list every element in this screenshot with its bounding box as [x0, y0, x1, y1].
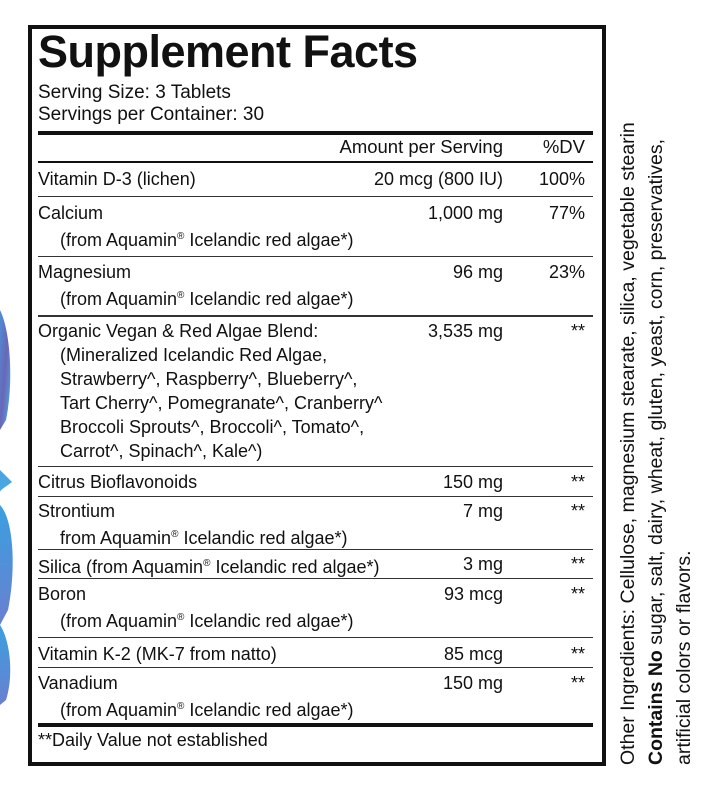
nutrient-dv: **	[570, 501, 585, 521]
nutrient-label: Strontium	[38, 501, 116, 521]
dv-column-header: %DV	[542, 136, 585, 157]
thick-divider	[38, 131, 593, 135]
nutrient-name: Strontium from Aquamin® Icelandic red alg…	[38, 499, 593, 550]
leaf-shape	[0, 625, 11, 705]
nutrient-label: Boron	[38, 584, 87, 604]
nutrient-dv: **	[570, 554, 585, 574]
row-divider	[38, 578, 593, 579]
nutrient-row: Citrus Bioflavonoids 150 mg **	[38, 470, 593, 494]
nutrient-name: Organic Vegan & Red Algae Blend: (Mineral…	[38, 319, 593, 463]
nutrient-source: (Mineralized Icelandic Red Algae,	[60, 345, 328, 365]
row-divider	[38, 256, 593, 257]
nutrient-label: Citrus Bioflavonoids	[38, 472, 198, 492]
nutrient-amount: 20 mcg (800 IU)	[373, 169, 503, 189]
row-divider	[38, 466, 593, 467]
nutrient-row: Vitamin K-2 (MK-7 from natto) 85 mcg **	[38, 642, 593, 666]
row-divider	[38, 196, 593, 197]
nutrient-label: Silica (from Aquamin® Icelandic red alga…	[38, 557, 380, 577]
nutrient-dv: **	[570, 644, 585, 664]
nutrient-row: Boron (from Aquamin® Icelandic red algae*…	[38, 582, 593, 633]
leaf-shape	[0, 310, 11, 430]
nutrient-dv: **	[570, 321, 585, 341]
nutrient-name: Vitamin K-2 (MK-7 from natto)	[38, 642, 593, 666]
footnote: **Daily Value not established	[38, 730, 268, 750]
nutrient-row: Silica (from Aquamin® Icelandic red alga…	[38, 552, 593, 579]
row-divider	[38, 667, 593, 668]
panel-title: Supplement Facts	[38, 26, 418, 77]
nutrient-row: Vanadium (from Aquamin® Icelandic red alg…	[38, 671, 593, 722]
contains-no-label: Contains No	[645, 650, 667, 765]
nutrient-label: Vanadium	[38, 673, 118, 693]
other-ingredients: Other Ingredients: Cellulose, magnesium …	[617, 122, 639, 765]
nutrient-dv: 100%	[538, 169, 585, 189]
nutrient-source: (from Aquamin® Icelandic red algae*)	[60, 611, 354, 631]
nutrient-name: Boron (from Aquamin® Icelandic red algae*…	[38, 582, 593, 633]
side-ingredients-text: Other Ingredients: Cellulose, magnesium …	[614, 20, 698, 765]
nutrient-name: Vanadium (from Aquamin® Icelandic red alg…	[38, 671, 593, 722]
nutrient-dv: **	[570, 472, 585, 492]
nutrient-label: Organic Vegan & Red Algae Blend:	[38, 321, 319, 341]
leaf-shape	[0, 470, 12, 492]
nutrient-row: Calcium (from Aquamin® Icelandic red alga…	[38, 201, 593, 252]
servings-per-container: Servings per Container: 30	[38, 104, 265, 125]
nutrient-name: Calcium (from Aquamin® Icelandic red alga…	[38, 201, 593, 252]
nutrient-amount: 1,000 mg	[427, 203, 503, 223]
contains-no: Contains No sugar, salt, dairy, wheat, g…	[642, 20, 670, 765]
nutrient-amount: 93 mcg	[443, 584, 503, 604]
amount-column-header: Amount per Serving	[339, 136, 503, 157]
nutrient-dv: **	[570, 584, 585, 604]
serving-size: Serving Size: 3 Tablets	[38, 82, 231, 103]
nutrient-row: Strontium from Aquamin® Icelandic red alg…	[38, 499, 593, 550]
nutrient-label: Calcium	[38, 203, 104, 223]
nutrient-dv: 77%	[548, 203, 585, 223]
nutrient-amount: 7 mg	[462, 501, 503, 521]
nutrient-name: Vitamin D-3 (lichen)	[38, 167, 593, 191]
nutrient-source: (from Aquamin® Icelandic red algae*)	[60, 230, 354, 250]
row-divider	[38, 637, 593, 638]
nutrient-name: Magnesium (from Aquamin® Icelandic red al…	[38, 260, 593, 311]
thick-divider	[38, 723, 593, 727]
nutrient-row: Organic Vegan & Red Algae Blend: (Mineral…	[38, 319, 593, 463]
nutrient-label: Vitamin K-2 (MK-7 from natto)	[38, 644, 277, 664]
nutrient-row: Magnesium (from Aquamin® Icelandic red al…	[38, 260, 593, 311]
supplement-facts-panel	[28, 25, 606, 766]
nutrient-source: Strawberry^, Raspberry^, Blueberry^,	[60, 369, 358, 389]
nutrient-name: Silica (from Aquamin® Icelandic red alga…	[38, 552, 593, 579]
contains-no-text: sugar, salt, dairy, wheat, gluten, yeast…	[645, 138, 667, 651]
row-divider	[38, 496, 593, 497]
row-divider	[38, 315, 593, 317]
nutrient-source: Tart Cherry^, Pomegranate^, Cranberry^	[60, 393, 383, 413]
nutrient-dv: 23%	[548, 262, 585, 282]
row-divider	[38, 549, 593, 550]
nutrient-source: Broccoli Sprouts^, Broccoli^, Tomato^,	[60, 417, 365, 437]
nutrient-label: Vitamin D-3 (lichen)	[38, 169, 196, 189]
nutrient-name: Citrus Bioflavonoids	[38, 470, 593, 494]
decorative-leaves	[0, 310, 13, 705]
nutrient-dv: **	[570, 673, 585, 693]
nutrient-amount: 3,535 mg	[427, 321, 503, 341]
nutrient-source: (from Aquamin® Icelandic red algae*)	[60, 700, 354, 720]
contains-no-continued: artificial colors or flavors.	[673, 550, 695, 765]
nutrient-amount: 85 mcg	[443, 644, 503, 664]
nutrient-amount: 150 mg	[442, 673, 503, 693]
nutrient-source: Carrot^, Spinach^, Kale^)	[60, 441, 263, 461]
nutrient-source: (from Aquamin® Icelandic red algae*)	[60, 289, 354, 309]
nutrient-source: from Aquamin® Icelandic red algae*)	[60, 528, 348, 548]
nutrient-amount: 96 mg	[452, 262, 503, 282]
leaf-shape	[0, 505, 13, 625]
header-divider	[38, 161, 593, 163]
nutrient-row: Vitamin D-3 (lichen) 20 mcg (800 IU) 100%	[38, 167, 593, 191]
nutrient-amount: 3 mg	[462, 554, 503, 574]
nutrient-label: Magnesium	[38, 262, 132, 282]
nutrient-amount: 150 mg	[442, 472, 503, 492]
